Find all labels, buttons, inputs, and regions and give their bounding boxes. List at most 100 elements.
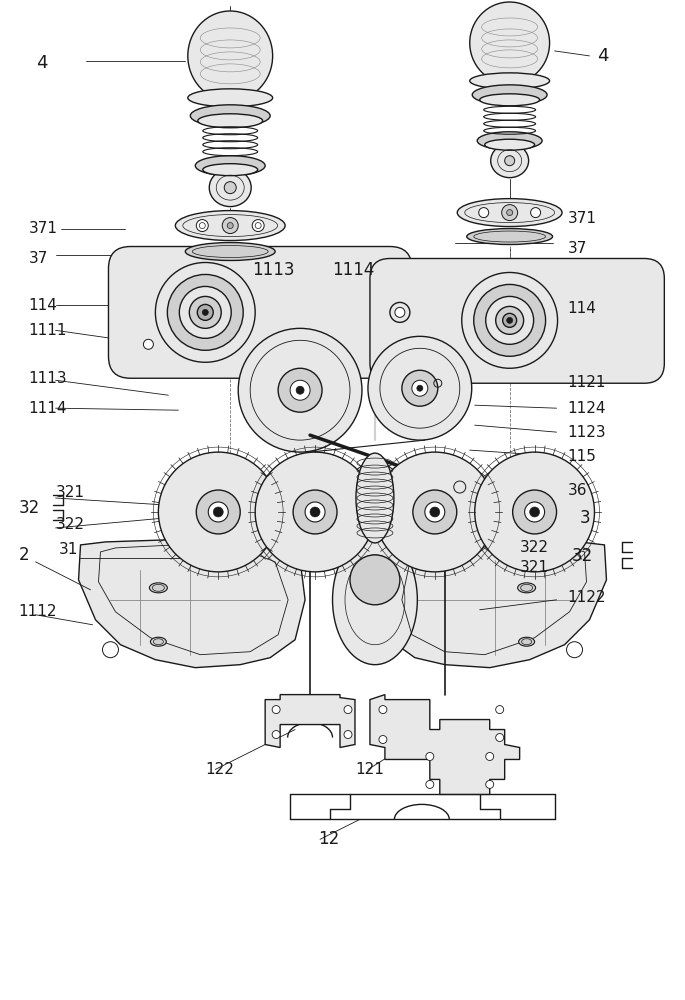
Ellipse shape — [485, 139, 534, 150]
Text: 321: 321 — [520, 560, 549, 575]
Text: 322: 322 — [520, 540, 549, 555]
Polygon shape — [79, 540, 305, 668]
Circle shape — [272, 706, 280, 714]
Text: 114: 114 — [29, 298, 58, 313]
Circle shape — [296, 386, 304, 394]
Circle shape — [503, 313, 516, 327]
Ellipse shape — [472, 85, 547, 105]
Ellipse shape — [470, 73, 549, 89]
Circle shape — [167, 274, 243, 350]
Circle shape — [402, 370, 438, 406]
Circle shape — [222, 218, 238, 234]
Ellipse shape — [479, 94, 540, 106]
Circle shape — [272, 731, 280, 739]
Circle shape — [293, 490, 337, 534]
Circle shape — [278, 368, 322, 412]
Circle shape — [290, 380, 310, 400]
Circle shape — [189, 296, 221, 328]
Circle shape — [379, 736, 387, 744]
Circle shape — [425, 502, 445, 522]
Text: 114: 114 — [568, 301, 597, 316]
Circle shape — [155, 262, 256, 362]
FancyBboxPatch shape — [370, 258, 664, 383]
Circle shape — [227, 223, 233, 229]
Circle shape — [197, 220, 208, 232]
Circle shape — [429, 507, 440, 517]
Circle shape — [143, 339, 153, 349]
Ellipse shape — [151, 637, 166, 646]
Circle shape — [462, 272, 558, 368]
Circle shape — [213, 507, 223, 517]
Circle shape — [208, 502, 228, 522]
Ellipse shape — [188, 11, 273, 101]
Circle shape — [413, 490, 457, 534]
Text: 1121: 1121 — [568, 375, 606, 390]
Circle shape — [375, 452, 495, 572]
Circle shape — [197, 304, 213, 320]
Text: 12: 12 — [318, 830, 339, 848]
Circle shape — [256, 452, 375, 572]
Text: 322: 322 — [55, 517, 84, 532]
Circle shape — [507, 210, 512, 216]
Circle shape — [496, 734, 503, 742]
Text: 122: 122 — [206, 762, 234, 777]
Text: 1124: 1124 — [568, 401, 606, 416]
Circle shape — [252, 220, 264, 232]
Circle shape — [238, 328, 362, 452]
Text: 32: 32 — [18, 499, 40, 517]
Text: 115: 115 — [568, 449, 597, 464]
Ellipse shape — [477, 132, 542, 150]
Circle shape — [426, 752, 434, 760]
Circle shape — [395, 307, 405, 317]
Circle shape — [379, 706, 387, 714]
Circle shape — [390, 302, 410, 322]
Circle shape — [496, 306, 523, 334]
Text: 32: 32 — [571, 547, 593, 565]
Circle shape — [505, 156, 514, 166]
Circle shape — [344, 731, 352, 739]
Circle shape — [202, 309, 208, 315]
Circle shape — [512, 490, 557, 534]
Text: 1122: 1122 — [568, 590, 606, 605]
Polygon shape — [265, 695, 355, 747]
Circle shape — [350, 555, 400, 605]
Text: 3: 3 — [580, 509, 590, 527]
Ellipse shape — [203, 164, 258, 176]
FancyBboxPatch shape — [108, 247, 412, 378]
Text: 1114: 1114 — [29, 401, 67, 416]
Circle shape — [179, 286, 232, 338]
Circle shape — [368, 336, 472, 440]
Circle shape — [486, 780, 494, 788]
Ellipse shape — [470, 2, 549, 84]
Circle shape — [566, 642, 582, 658]
Ellipse shape — [466, 229, 553, 245]
Text: 321: 321 — [55, 485, 84, 500]
Circle shape — [344, 706, 352, 714]
Text: 2: 2 — [18, 546, 29, 564]
Circle shape — [474, 284, 545, 356]
Circle shape — [426, 780, 434, 788]
Circle shape — [525, 502, 545, 522]
Circle shape — [507, 317, 512, 323]
Text: 1112: 1112 — [18, 604, 57, 619]
Ellipse shape — [458, 199, 562, 227]
Text: 121: 121 — [355, 762, 384, 777]
Text: 1113: 1113 — [29, 371, 67, 386]
Ellipse shape — [198, 114, 262, 128]
Text: 36: 36 — [568, 483, 587, 498]
Ellipse shape — [332, 535, 417, 665]
Text: 37: 37 — [29, 251, 48, 266]
Circle shape — [475, 452, 595, 572]
Ellipse shape — [190, 105, 270, 127]
Ellipse shape — [490, 144, 529, 178]
Ellipse shape — [186, 243, 275, 260]
Ellipse shape — [188, 89, 273, 107]
Ellipse shape — [195, 156, 265, 176]
Text: 1123: 1123 — [568, 425, 606, 440]
Ellipse shape — [175, 211, 285, 241]
Text: 37: 37 — [568, 241, 587, 256]
Text: 4: 4 — [36, 54, 47, 72]
Text: 1111: 1111 — [29, 323, 67, 338]
Circle shape — [417, 385, 423, 391]
Ellipse shape — [519, 637, 534, 646]
